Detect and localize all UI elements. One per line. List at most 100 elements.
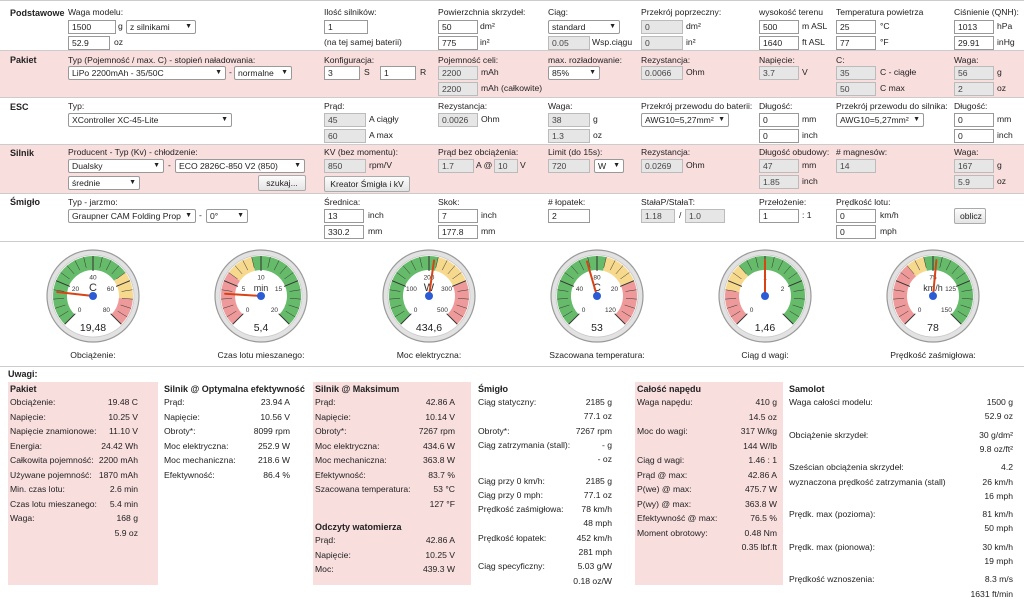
uwagi-max-value: 10.14 V	[425, 411, 455, 422]
gauge-value: 1,46	[754, 322, 776, 334]
gauge-predkosc: 750125150km/h78Prędkość zaśmigłowa:	[848, 248, 1018, 364]
waga-g-input[interactable]	[68, 20, 116, 34]
uwagi-opt-value: 23.94 A	[260, 397, 290, 407]
uwagi-samolot-value: 50 mph	[984, 523, 1013, 534]
gauge-tick	[789, 310, 800, 318]
przewod-bateria-select[interactable]: AWG10=5,27mm² ▼	[641, 113, 729, 127]
temperatura-f-input[interactable]	[836, 36, 876, 50]
silnik-typ-select[interactable]: ECO 2826C-850 V2 (850) ▼	[175, 159, 305, 173]
gauge-unit: C	[89, 282, 97, 294]
gauge-tick	[389, 298, 401, 300]
predkosc-lotu-mph-input[interactable]	[836, 225, 876, 239]
uwagi-samolot-value: 1500 g	[986, 397, 1013, 407]
esc-typ-select[interactable]: XController XC-45-Lite ▼	[68, 113, 232, 127]
cisnienie-inhg-input[interactable]	[954, 36, 994, 50]
gauge-tick-label: 0	[918, 307, 922, 314]
przewod-silnik-select[interactable]: AWG10=5,27mm² ▼	[836, 113, 924, 127]
uwagi-samolot: Samolot Waga całości modelu: 1500 g 52.9 o…	[787, 382, 1017, 599]
wysokosc-m-input[interactable]	[759, 20, 799, 34]
lopatki-input[interactable]	[548, 209, 590, 223]
jarzmo-select[interactable]: 0° ▼	[206, 209, 248, 223]
silnik-producent-label: Producent - Typ (Kv) - chłodzenie:	[68, 147, 198, 157]
gauge-tick	[53, 289, 65, 292]
dlugosc-bateria-mm-input[interactable]	[759, 113, 799, 127]
unit-ohm: Ohm	[686, 160, 705, 170]
selected-value: ECO 2826C-850 V2 (850)	[179, 161, 278, 171]
napiecie-label: Napięcie:	[759, 55, 795, 65]
gauge-tick	[906, 265, 915, 275]
uwagi-pakiet-label: Obciążenie:	[10, 397, 56, 407]
limit-unit-select[interactable]: W ▼	[594, 159, 624, 173]
wysokosc-label: wysokość terenu	[759, 7, 824, 17]
silniki-input[interactable]	[324, 20, 368, 34]
pakiet-stan-select[interactable]: normalne ▼	[234, 66, 292, 80]
predkosc-lotu-kmh-input[interactable]	[836, 209, 876, 223]
silnik-waga-label: Waga:	[954, 147, 979, 157]
waga-mode-select[interactable]: z silnikami ▼	[126, 20, 196, 34]
gauge-tick	[558, 304, 570, 309]
dlugosc-silnik-mm-input[interactable]	[954, 113, 994, 127]
waga-oz-input[interactable]	[68, 36, 110, 50]
gauge-needle	[56, 291, 94, 297]
gauge-tick	[587, 257, 591, 268]
skok-inch-input[interactable]	[438, 209, 478, 223]
powierzchnia-dm2-input[interactable]	[438, 20, 478, 34]
unit-ohm: Ohm	[686, 67, 705, 77]
chevron-down-icon: ▼	[221, 116, 228, 123]
konfiguracja-s-input[interactable]	[324, 66, 360, 80]
uwagi-smiglo-value: 2185 g	[585, 475, 612, 486]
dlugosc-obudowy-inch-readonly: 1.85	[759, 175, 799, 189]
gauge-tick	[228, 272, 238, 280]
konfiguracja-label: Konfiguracja:	[324, 55, 375, 65]
dlugosc-silnik-inch-input[interactable]	[954, 129, 994, 143]
gauge-tick	[283, 280, 299, 287]
uwagi-samolot-value: 19 mph	[984, 556, 1013, 566]
smiglo-typ-select[interactable]: Graupner CAM Folding Prop ▼	[68, 209, 196, 223]
pakiet-typ-select[interactable]: LiPo 2200mAh - 35/50C ▼	[68, 66, 226, 80]
dlugosc-bateria-inch-input[interactable]	[759, 129, 799, 143]
cisnienie-hpa-input[interactable]	[954, 20, 994, 34]
przelozenie-input[interactable]	[759, 209, 799, 223]
srednica-mm-input[interactable]	[324, 225, 364, 239]
gauge-tick-label: 100	[406, 286, 417, 293]
gauge-tick	[394, 310, 405, 318]
chevron-down-icon: ▼	[153, 162, 160, 169]
oblicz-button[interactable]: oblicz	[954, 208, 986, 224]
szukaj-button[interactable]: szukaj...	[258, 175, 306, 191]
esc-rezystancja-label: Rezystancja:	[438, 101, 488, 111]
kreator-button[interactable]: Kreator Śmigła i kV	[324, 176, 410, 192]
gauge-label: Obciążenie:	[70, 350, 116, 360]
gauge-dial: 750125150km/h	[886, 249, 980, 343]
skok-mm-input[interactable]	[438, 225, 478, 239]
temperatura-c-input[interactable]	[836, 20, 876, 34]
ciag-select[interactable]: standard ▼	[548, 20, 620, 34]
konfiguracja-r-input[interactable]	[380, 66, 416, 80]
silnik-chlodzenie-select[interactable]: średnie ▼	[68, 176, 140, 190]
silnik-producent-select[interactable]: Dualsky ▼	[68, 159, 164, 173]
gauge-tick	[446, 313, 458, 325]
selected-value: LiPo 2200mAh - 35/50C	[72, 68, 164, 78]
gauge-tick	[55, 280, 71, 287]
uwagi-samolot-value: 4.2	[1001, 462, 1013, 473]
chevron-down-icon: ▼	[185, 23, 192, 30]
unit-f: °F	[880, 37, 889, 47]
gauge-dial: 102	[718, 249, 812, 343]
srednica-inch-input[interactable]	[324, 209, 364, 223]
uwagi-smiglo-label: Ciąg przy 0 km/h:	[478, 475, 545, 486]
gauge-tick	[777, 260, 784, 271]
powierzchnia-in2-input[interactable]	[438, 36, 478, 50]
rozladowanie-select[interactable]: 85% ▼	[548, 66, 600, 80]
uwagi-opt-value: 86.4 %	[263, 469, 290, 480]
gauge-tick-label: 40	[576, 286, 584, 293]
wysokosc-ft-input[interactable]	[759, 36, 799, 50]
gauge-tick	[396, 272, 406, 280]
gauge-zone	[389, 256, 439, 325]
c-ciagle-readonly: 35	[836, 66, 876, 80]
gauge-tick	[615, 265, 624, 275]
selected-value: normalne	[238, 68, 274, 78]
uwagi-pakiet-value: 2.6 min	[109, 484, 138, 494]
gauge-tick	[389, 289, 401, 292]
unit-inch: inch	[368, 210, 384, 220]
selected-value: 85%	[552, 68, 570, 78]
